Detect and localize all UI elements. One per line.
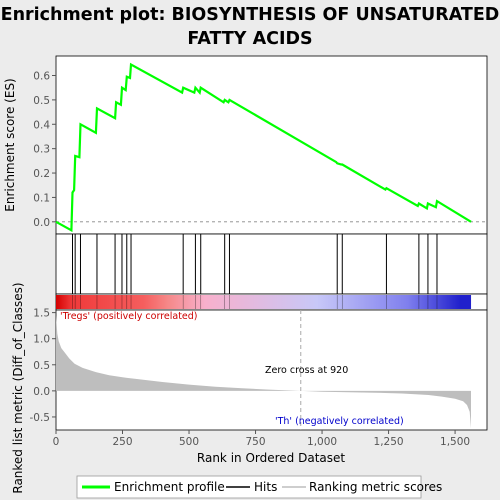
es-y-ticks: 0.0 0.1 0.2 0.3 0.4 0.5 0.6 — [33, 71, 56, 229]
metric-plot-area — [55, 309, 488, 431]
metric-x-tick-label: 500 — [179, 436, 199, 448]
metric-x-tick-label: 1,250 — [374, 436, 404, 448]
colorbar-gradient — [56, 295, 472, 309]
metric-x-tick-label: 0 — [53, 436, 60, 448]
es-y-tick-label: 0.2 — [33, 168, 50, 180]
metric-y-axis-label: Ranked list metric (Diff_of_Classes) — [11, 282, 25, 493]
es-y-axis-label: Enrichment score (ES) — [3, 78, 17, 211]
es-y-tick-label: 0.4 — [33, 119, 50, 131]
chart-title-line2: FATTY ACIDS — [187, 29, 312, 49]
legend-label-metric: Ranking metric scores — [309, 480, 442, 494]
metric-y-tick-label: -0.5 — [30, 412, 51, 424]
es-y-tick-label: 0.3 — [33, 144, 50, 156]
es-y-tick-label: 0.5 — [33, 95, 50, 107]
legend: Enrichment profile Hits Ranking metric s… — [76, 475, 442, 499]
colorbar-hit-marks — [72, 295, 438, 309]
metric-x-tick-label: 750 — [246, 436, 266, 448]
rank-colorbar — [55, 293, 488, 311]
es-y-tick-label: 0.1 — [33, 192, 50, 204]
negative-class-label: 'Th' (negatively correlated) — [275, 416, 404, 427]
es-y-tick-label: 0.0 — [33, 217, 50, 229]
es-plot-area — [55, 55, 488, 235]
legend-label-enrichment: Enrichment profile — [114, 480, 225, 494]
metric-panel: -0.5 0.0 0.5 1.0 1.5 0 250 500 750 1,000 1,250 1,5… — [11, 282, 488, 494]
metric-x-ticks: 0 250 500 750 1,000 1,250 1,500 — [53, 430, 470, 448]
metric-x-axis-label: Rank in Ordered Dataset — [197, 451, 345, 465]
hits-plot-area — [55, 233, 488, 295]
metric-y-ticks: -0.5 0.0 0.5 1.0 1.5 — [30, 308, 56, 424]
metric-x-tick-label: 1,000 — [307, 436, 337, 448]
metric-y-tick-label: 0.5 — [33, 360, 50, 372]
enrichment-profile-line — [55, 62, 472, 233]
metric-x-tick-label: 1,500 — [440, 436, 470, 448]
metric-y-tick-label: 0.0 — [33, 386, 50, 398]
chart-title-line1: Enrichment plot: BIOSYNTHESIS OF UNSATUR… — [1, 5, 500, 25]
es-panel: 0.0 0.1 0.2 0.3 0.4 0.5 0.6 Enrichment score (… — [3, 55, 488, 235]
legend-label-hits: Hits — [254, 480, 277, 494]
metric-y-tick-label: 1.0 — [33, 334, 50, 346]
positive-class-label: 'Tregs' (positively correlated) — [60, 311, 198, 322]
es-y-tick-label: 0.6 — [33, 71, 50, 83]
hit-markers — [71, 234, 438, 294]
metric-x-tick-label: 250 — [112, 436, 132, 448]
hits-panel — [55, 233, 488, 295]
zero-cross-label: Zero cross at 920 — [265, 365, 348, 376]
metric-y-tick-label: 1.5 — [33, 308, 50, 320]
